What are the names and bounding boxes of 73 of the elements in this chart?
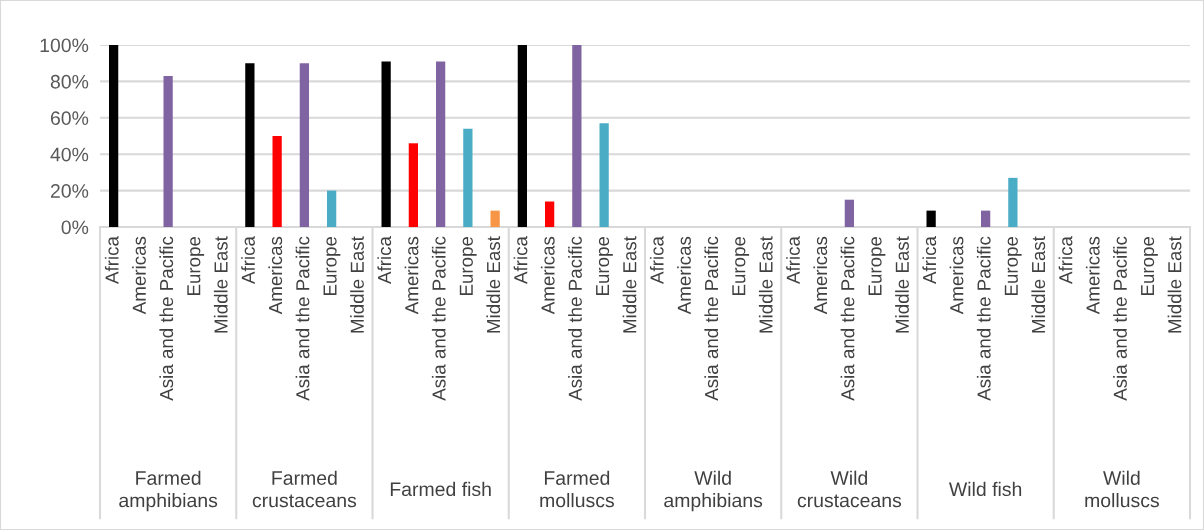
text: Farmed molluscs [540, 470, 614, 508]
x-tick-label: Europe [187, 236, 205, 296]
x-tick-label: Middle East [895, 236, 909, 333]
bar [108, 45, 119, 227]
bar [544, 201, 555, 227]
x-tick-label: Europe [459, 236, 477, 296]
x-tick-label: Asia and the Pacific [840, 236, 855, 401]
x-tick-label: Americas [404, 236, 419, 315]
x-tick-label: Americas [132, 236, 146, 315]
bar [980, 210, 991, 227]
x-tick-label: Europe [323, 236, 341, 296]
x-tick-label: Africa [241, 236, 255, 284]
bar [1008, 177, 1018, 227]
x-tick-label: Europe [1141, 236, 1158, 296]
x-tick-label: Asia and the Pacific [704, 236, 719, 401]
bar [299, 63, 310, 227]
bar [599, 123, 609, 227]
x-tick-label: Asia and the Pacific [159, 236, 174, 401]
bar [572, 45, 582, 227]
text: Wild amphibians [664, 470, 763, 512]
x-tick-label: Middle East [350, 236, 364, 333]
x-tick-label: Africa [104, 236, 119, 284]
bar [381, 61, 391, 227]
y-tick-label: 60% [50, 111, 89, 126]
x-tick-label: Europe [1004, 236, 1022, 296]
x-tick-label: Americas [949, 236, 964, 315]
bar [844, 199, 855, 227]
x-tick-label: Americas [540, 236, 555, 315]
x-tick-label: Asia and the Pacific [295, 236, 310, 401]
bar [326, 190, 337, 227]
x-tick-label: Americas [677, 236, 691, 315]
x-tick-label: Asia and the Pacific [568, 236, 582, 401]
x-tick-label: Middle East [1167, 236, 1182, 333]
bar [272, 136, 282, 227]
x-tick-label: Americas [1085, 236, 1100, 315]
text: Farmed crustaceans [252, 470, 357, 508]
x-tick-label: Middle East [622, 236, 637, 333]
text: Wild molluscs [1085, 470, 1159, 508]
bar [245, 63, 255, 227]
y-tick-label: 100% [40, 38, 89, 53]
bar [926, 210, 936, 227]
x-tick-label: Europe [596, 236, 613, 296]
x-tick-label: Africa [786, 236, 800, 284]
bar [490, 210, 500, 227]
x-tick-label: Middle East [758, 236, 773, 333]
y-tick-label: 40% [50, 147, 89, 162]
y-tick-label: 0% [61, 220, 89, 235]
x-tick-label: Asia and the Pacific [431, 236, 446, 401]
x-tick-label: Asia and the Pacific [1113, 236, 1127, 401]
text: Wild crustaceans [797, 470, 902, 508]
bar [408, 143, 419, 227]
bar [517, 45, 528, 227]
text: Farmed fish [390, 481, 491, 497]
y-tick-label: 20% [50, 184, 89, 198]
x-tick-label: Africa [649, 236, 664, 284]
x-tick-label: Middle East [486, 236, 501, 333]
x-tick-label: Africa [513, 236, 528, 284]
x-tick-label: Americas [813, 236, 828, 315]
x-tick-label: Africa [377, 236, 392, 284]
x-tick-label: Africa [1058, 236, 1073, 284]
x-tick-label: Middle East [213, 236, 228, 333]
x-tick-label: Americas [268, 236, 283, 315]
bar [463, 128, 473, 227]
x-tick-label: Europe [732, 236, 750, 296]
x-tick-label: Africa [922, 236, 937, 284]
bar [435, 61, 446, 227]
x-tick-label: Asia and the Pacific [976, 236, 991, 401]
bar [163, 75, 173, 227]
x-tick-label: Europe [868, 236, 886, 296]
text: Farmed amphibians [119, 470, 218, 512]
y-tick-label: 80% [50, 74, 89, 89]
text: Wild fish [948, 481, 1022, 497]
x-tick-label: Middle East [1031, 236, 1046, 333]
